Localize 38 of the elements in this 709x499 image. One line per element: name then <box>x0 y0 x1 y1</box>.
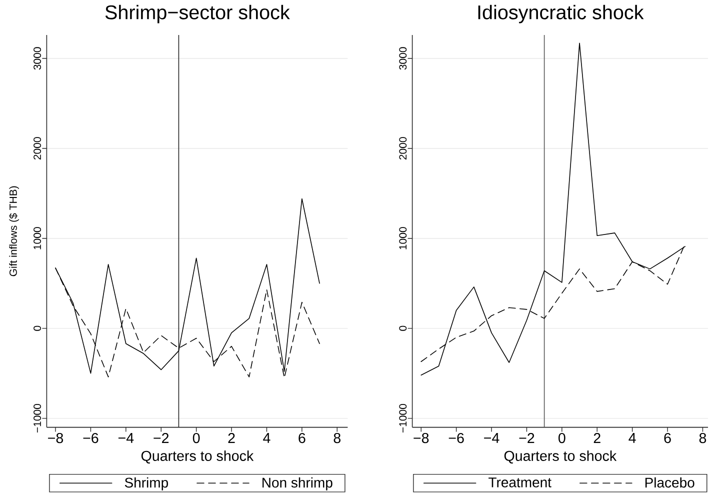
y-axis-title: Gift inflows ($ THB) <box>9 186 19 276</box>
legend-label: Non shrimp <box>262 477 332 490</box>
x-tick-label: −4 <box>484 432 500 443</box>
x-tick-label: 2 <box>228 433 235 443</box>
y-tick-label: 2000 <box>399 137 407 160</box>
x-tick-label: −6 <box>83 433 98 444</box>
x-tick-label: 8 <box>334 433 340 444</box>
x-tick-label: 8 <box>699 433 706 444</box>
x-tick-label: 0 <box>558 433 566 444</box>
x-tick-label: 0 <box>192 433 200 444</box>
x-axis-title: Quarters to shock <box>141 450 254 464</box>
x-axis-title: Quarters to shock <box>504 450 617 464</box>
x-tick-label: −6 <box>448 433 464 444</box>
x-tick-label: 6 <box>664 433 671 444</box>
x-tick-label: −4 <box>118 432 134 443</box>
y-tick-label: 3000 <box>399 47 407 70</box>
x-tick-label: −8 <box>414 433 429 444</box>
x-tick-label: −8 <box>48 433 64 444</box>
legend-label: Shrimp <box>124 477 168 490</box>
legend-label: Placebo <box>645 477 694 488</box>
x-tick-label: −2 <box>154 433 169 443</box>
y-tick-label: 0 <box>34 326 42 331</box>
x-tick-label: −2 <box>519 433 534 443</box>
x-tick-label: 4 <box>263 432 270 443</box>
y-tick-label: −1000 <box>399 404 407 433</box>
chart-title: Shrimp−sector shock <box>105 4 290 24</box>
y-tick-label: 0 <box>399 326 407 331</box>
y-tick-label: −1000 <box>34 404 42 433</box>
line-series <box>420 42 686 376</box>
y-tick-label: 2000 <box>34 137 42 160</box>
y-tick-label: 1000 <box>34 227 42 250</box>
x-tick-label: 6 <box>298 433 306 444</box>
y-tick-label: 3000 <box>34 47 42 70</box>
legend-label: Treatment <box>488 478 552 488</box>
chart-title: Idiosyncratic shock <box>478 4 644 24</box>
x-tick-label: 2 <box>594 433 600 443</box>
y-tick-label: 1000 <box>399 227 407 250</box>
x-tick-label: 4 <box>628 432 636 443</box>
